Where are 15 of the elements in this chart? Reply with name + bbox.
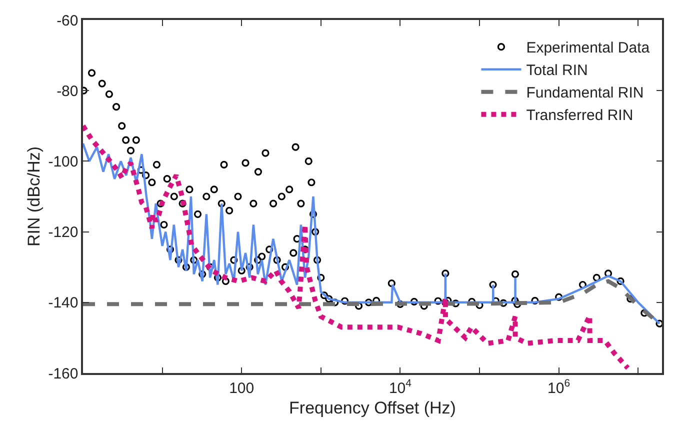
y-tick-label: -160 xyxy=(48,365,78,382)
y-tick-label: -120 xyxy=(48,224,78,242)
x-axis-title: Frequency Offset (Hz) xyxy=(289,398,456,418)
legend-label: Fundamental RIN xyxy=(526,84,644,102)
legend-label: Transferred RIN xyxy=(526,107,634,124)
y-tick-label: -140 xyxy=(48,294,78,312)
x-tick-label: 100 xyxy=(229,380,254,397)
legend-label: Experimental Data xyxy=(526,40,650,57)
legend-label: Total RIN xyxy=(526,62,588,80)
y-tick-label: -100 xyxy=(48,153,78,170)
y-tick-label: -80 xyxy=(56,82,78,100)
y-tick-label: -60 xyxy=(56,12,78,30)
x-tick-label: 10$^{6}$ xyxy=(548,377,570,397)
y-axis-title: RIN (dBc/Hz) xyxy=(24,146,44,247)
x-tick-label: 10$^{4}$ xyxy=(388,377,412,397)
